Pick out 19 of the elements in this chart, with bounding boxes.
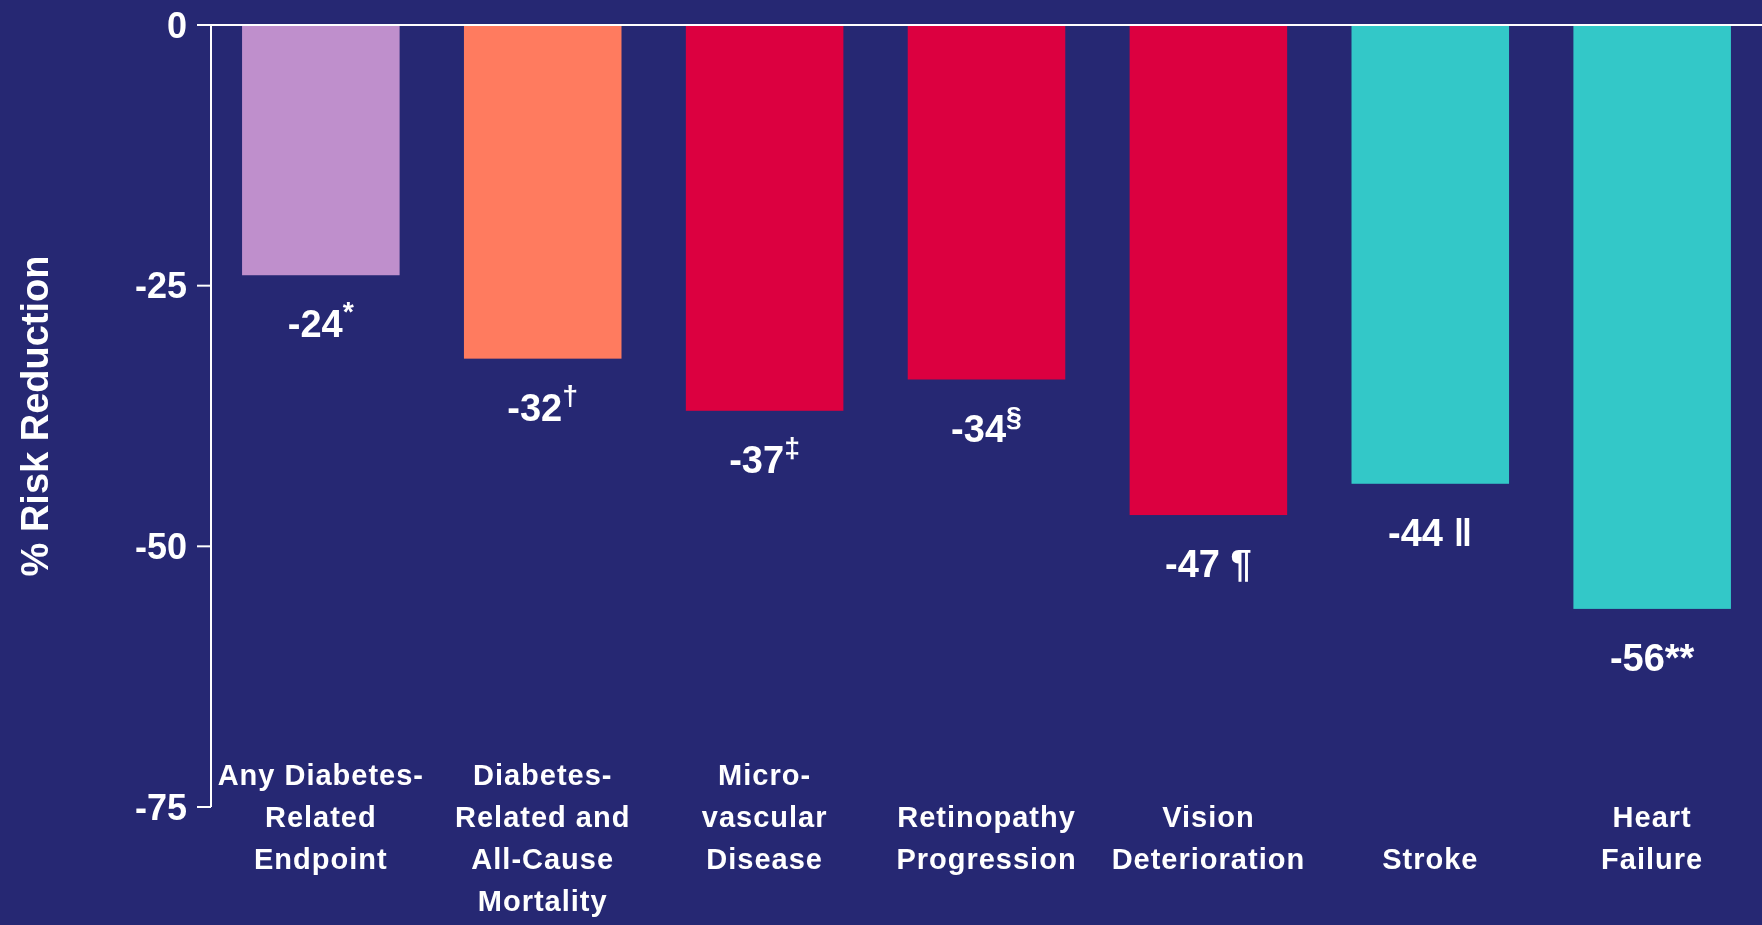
x-tick-label: Diabetes- Related and All-Cause Mortality xyxy=(455,759,631,917)
x-tick-label: Heart Failure xyxy=(1601,801,1704,875)
x-tick-label: Micro- vascular Disease xyxy=(701,759,828,875)
x-tick-label: Retinopathy Progression xyxy=(896,801,1077,875)
y-tick-label: -25 xyxy=(134,265,187,307)
data-label: -47 ¶ xyxy=(1165,543,1252,586)
data-label: -24$^{*}$ xyxy=(287,295,355,346)
y-tick-label: -75 xyxy=(134,786,187,828)
x-tick-label: Vision Deterioration xyxy=(1111,801,1306,875)
y-tick-label: 0 xyxy=(166,4,187,46)
data-label: -37$^{‡}$ xyxy=(729,430,800,481)
x-tick-label: Stroke xyxy=(1382,843,1479,875)
data-label: -56** xyxy=(1609,636,1695,679)
y-tick-label: -50 xyxy=(134,525,187,567)
data-label: -34$^{§}$ xyxy=(951,399,1022,450)
y-axis-title: % Risk Reduction xyxy=(14,255,56,577)
x-tick-label: Any Diabetes- Related Endpoint xyxy=(217,759,425,875)
data-label: -32$^{†}$ xyxy=(507,378,579,429)
data-label: -44 ‖ xyxy=(1388,511,1473,554)
